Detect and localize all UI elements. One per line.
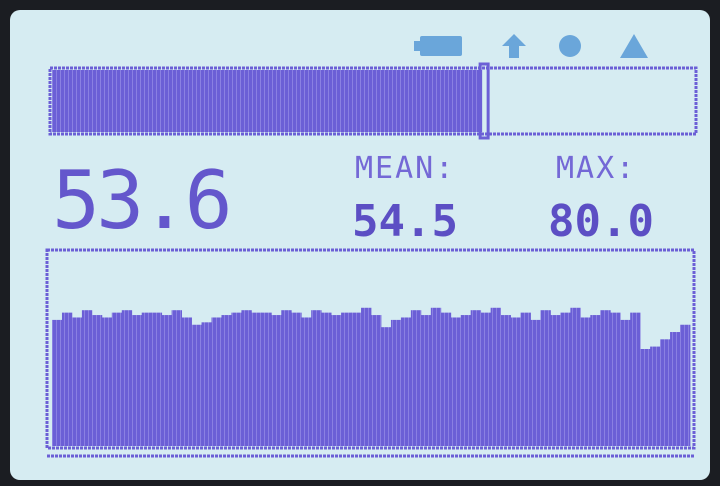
level-bar — [52, 64, 488, 138]
history-bar — [102, 317, 112, 446]
history-bar — [640, 349, 650, 446]
history-bar — [630, 313, 640, 446]
history-bar — [351, 313, 361, 446]
history-bar — [441, 313, 451, 446]
history-bar — [241, 310, 251, 446]
history-bar — [291, 313, 301, 446]
history-bar — [660, 339, 670, 446]
history-bar — [52, 320, 62, 446]
history-bar — [531, 320, 541, 446]
history-bar — [82, 310, 92, 446]
history-bar — [251, 313, 261, 446]
max-value: 80.0 — [548, 196, 654, 247]
history-bar — [231, 313, 241, 446]
mean-value: 54.5 — [352, 196, 458, 247]
max-label: MAX: — [556, 151, 636, 186]
history-bar — [481, 313, 491, 446]
history-bar — [261, 313, 271, 446]
history-bar — [122, 310, 132, 446]
history-bar — [182, 317, 192, 446]
history-bar — [112, 313, 122, 446]
history-bar — [202, 322, 212, 446]
history-bar — [132, 315, 142, 446]
history-bar — [540, 310, 550, 446]
history-bar — [560, 313, 570, 446]
history-bar — [600, 310, 610, 446]
mean-label: MEAN: — [355, 151, 455, 186]
history-bar — [421, 315, 431, 446]
history-bar — [521, 313, 531, 446]
history-bar — [281, 310, 291, 446]
history-bar — [620, 320, 630, 446]
history-bar — [471, 310, 481, 446]
history-bar — [391, 320, 401, 446]
history-bar — [331, 315, 341, 446]
history-bar — [491, 308, 501, 446]
history-bar — [550, 315, 560, 446]
history-bar — [361, 308, 371, 446]
history-bar — [321, 313, 331, 446]
history-bar — [92, 315, 102, 446]
history-bar — [301, 317, 311, 446]
history-bar — [381, 327, 391, 446]
history-bar — [341, 313, 351, 446]
lcd-screen: 53.6 MEAN: 54.5 MAX: 80.0 — [0, 0, 720, 486]
history-bar — [590, 315, 600, 446]
history-bar — [570, 308, 580, 446]
history-bar — [371, 315, 381, 446]
history-bar — [221, 315, 231, 446]
history-bar — [431, 308, 441, 446]
history-bar — [670, 332, 680, 446]
history-bar — [162, 315, 172, 446]
history-bar — [152, 313, 162, 446]
history-bar — [501, 315, 511, 446]
history-bar — [511, 317, 521, 446]
history-bar — [311, 310, 321, 446]
history-bar — [401, 317, 411, 446]
history-bar — [411, 310, 421, 446]
history-bar — [172, 310, 182, 446]
current-reading: 53.6 — [52, 154, 229, 247]
history-bar — [461, 315, 471, 446]
history-bar — [610, 313, 620, 446]
history-graph — [52, 308, 690, 446]
history-bar — [580, 317, 590, 446]
history-bar — [650, 347, 660, 446]
history-bar — [451, 317, 461, 446]
history-bar — [142, 313, 152, 446]
history-bar — [192, 325, 202, 446]
history-bar — [212, 317, 222, 446]
history-bar — [62, 313, 72, 446]
level-fill — [52, 70, 482, 132]
history-bar — [271, 315, 281, 446]
history-bar — [680, 325, 690, 446]
history-bar — [72, 317, 82, 446]
